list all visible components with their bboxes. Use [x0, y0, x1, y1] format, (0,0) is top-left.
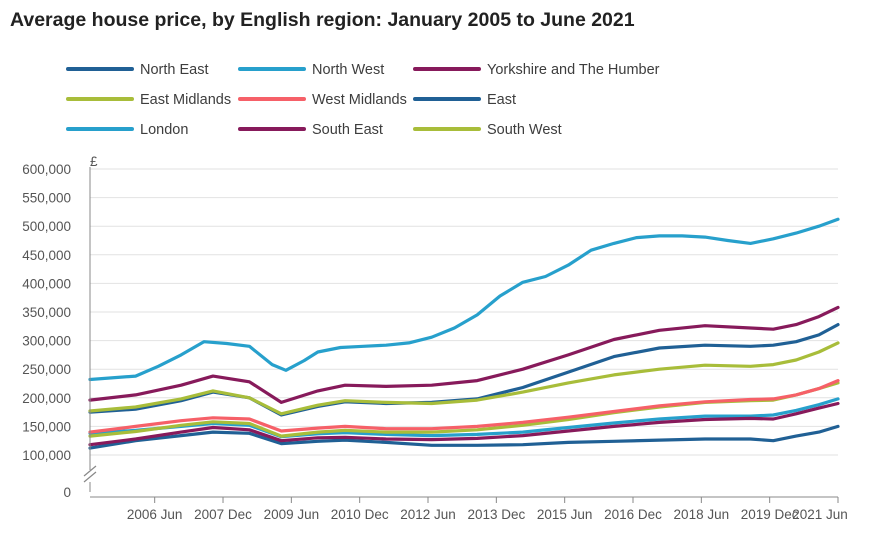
series-line-south-west	[88, 341, 840, 416]
legend-label-east: East	[487, 92, 516, 108]
x-tick-label: 2007 Dec	[194, 507, 252, 522]
series-line-yorkshire-and-the-humber	[88, 401, 840, 447]
y-tick-label: 200,000	[22, 391, 71, 406]
y-tick-label: 100,000	[22, 448, 71, 463]
y-axis-ticks: 0 100,000 150,000 200,000 250,000 300,000 350,…	[22, 162, 71, 500]
series-line-london	[88, 217, 840, 382]
x-tick-label: 2009 Jun	[264, 507, 320, 522]
y-tick-label: 400,000	[22, 276, 71, 291]
legend-label-south-west: South West	[487, 122, 562, 138]
y-axis-unit-label: £	[90, 154, 98, 169]
legend-label-east-midlands: East Midlands	[140, 92, 231, 108]
legend-label-west-midlands: West Midlands	[312, 92, 407, 108]
y-tick-label: 450,000	[22, 248, 71, 263]
x-tick-label: 2013 Dec	[467, 507, 525, 522]
legend-label-south-east: South East	[312, 122, 383, 138]
legend-label-north-west: North West	[312, 62, 384, 78]
gridlines	[90, 168, 838, 456]
x-tick-label: 2018 Jun	[674, 507, 730, 522]
x-tick-label: 2015 Jun	[537, 507, 593, 522]
y-tick-label: 350,000	[22, 305, 71, 320]
x-tick-label: 2019 Dec	[741, 507, 799, 522]
y-tick-label: 150,000	[22, 419, 71, 434]
y-tick-label: 600,000	[22, 162, 71, 177]
axis-break-icon	[83, 465, 97, 483]
series-line-north-east	[88, 424, 840, 450]
legend-label-london: London	[140, 122, 188, 138]
x-tick-label: 2016 Dec	[604, 507, 662, 522]
y-tick-label: 500,000	[22, 219, 71, 234]
y-tick-label: 0	[63, 485, 71, 500]
x-tick-label: 2012 Jun	[400, 507, 456, 522]
series-line-west-midlands	[88, 379, 840, 434]
y-tick-label: 550,000	[22, 191, 71, 206]
x-tick-label: 2006 Jun	[127, 507, 183, 522]
y-tick-label: 250,000	[22, 362, 71, 377]
series-line-south-east	[88, 305, 840, 404]
x-axis-ticks: 2006 Jun 2007 Dec 2009 Jun 2010 Dec 2012 Jun…	[127, 497, 848, 522]
legend: North East North West Yorkshire and The Hu…	[66, 62, 660, 138]
x-tick-label: 2010 Dec	[331, 507, 389, 522]
legend-label-yorkshire-and-the-humber: Yorkshire and The Humber	[487, 62, 660, 78]
series-lines	[88, 217, 840, 450]
x-tick-label: 2021 Jun	[792, 507, 848, 522]
series-line-north-west	[88, 397, 840, 439]
legend-label-north-east: North East	[140, 62, 209, 78]
chart-title: Average house price, by English region: …	[10, 9, 635, 31]
y-tick-label: 300,000	[22, 334, 71, 349]
